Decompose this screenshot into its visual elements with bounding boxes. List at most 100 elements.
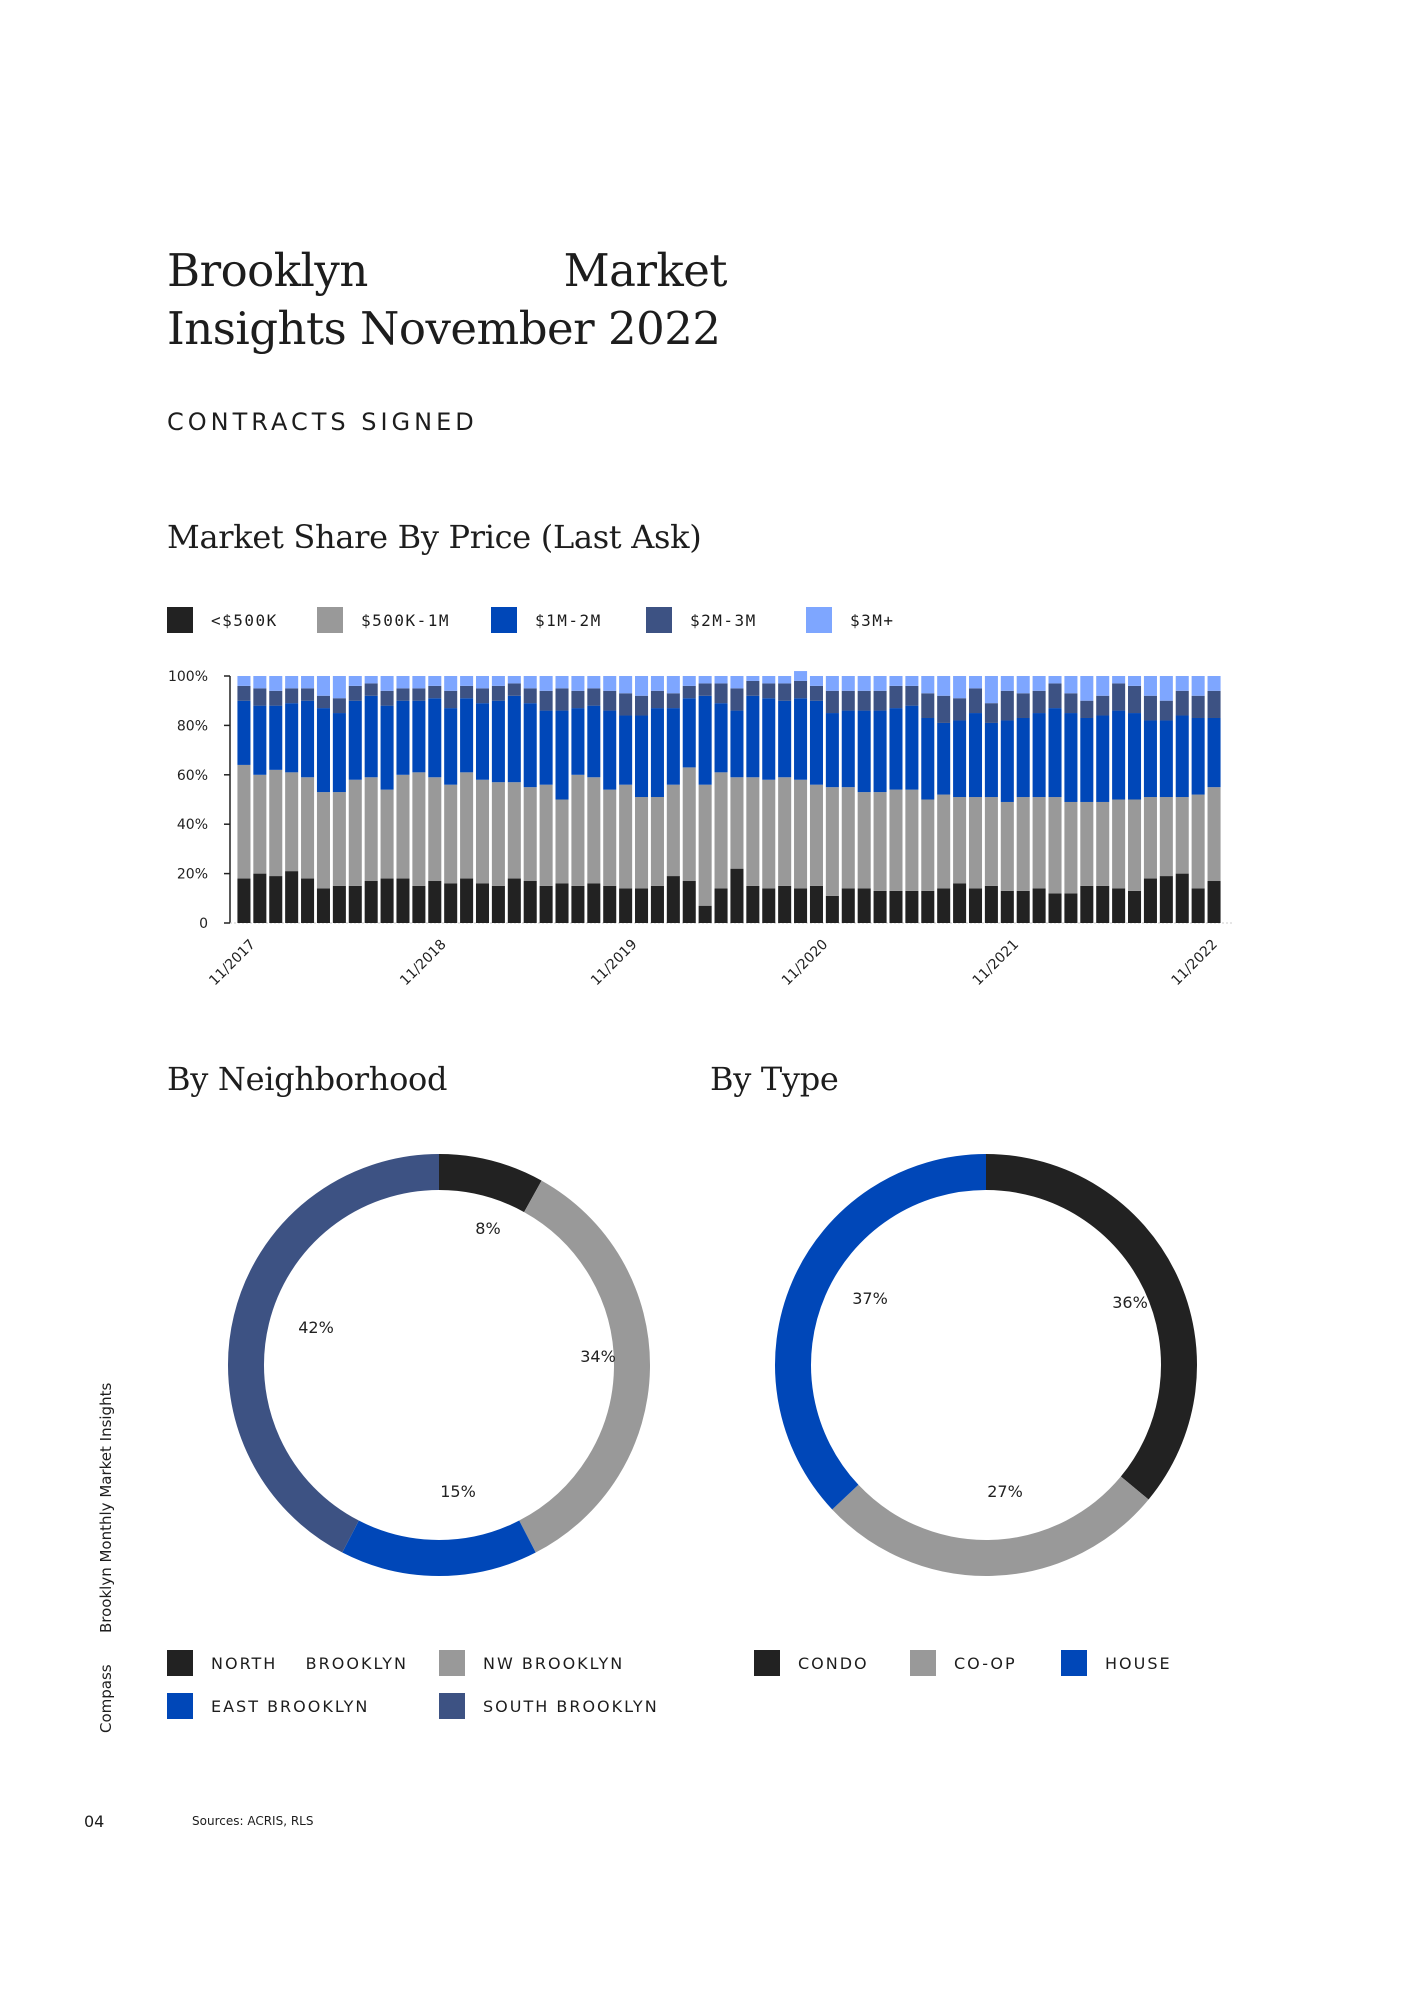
bar-segment: [889, 890, 903, 923]
bar-segment: [491, 700, 505, 783]
bar-segment: [603, 710, 617, 790]
bar-segment: [1143, 720, 1157, 798]
bar-segment: [444, 676, 458, 691]
donut-slice-label: 27%: [987, 1482, 1023, 1501]
title-line-2: Insights November 2022: [167, 302, 721, 355]
bar-segment: [619, 676, 633, 694]
bar-segment: [332, 885, 346, 923]
bar-segment: [650, 797, 664, 886]
legend-label-1m-2m: $1M-2M: [535, 610, 602, 630]
bar-segment: [1080, 801, 1094, 886]
side-brand: Compass: [97, 1664, 115, 1733]
bar-segment: [682, 767, 696, 882]
bar-segment: [968, 713, 983, 798]
bar-segment: [1207, 676, 1221, 691]
bar-segment: [714, 703, 728, 773]
legend-swatch-condo: [754, 1650, 780, 1676]
bar-segment: [571, 774, 585, 886]
y-tick-label: 100%: [168, 669, 208, 685]
donut-slice: [519, 1180, 650, 1553]
bar-segment: [603, 789, 617, 886]
donut-slice: [342, 1520, 536, 1576]
page-number: 04: [84, 1812, 105, 1831]
bar-segment: [1080, 717, 1094, 802]
bar-segment: [237, 700, 251, 765]
bar-segment: [889, 676, 903, 686]
sources-note: Sources: ACRIS, RLS: [192, 1814, 314, 1828]
bar-segment: [1175, 715, 1189, 798]
bar-segment: [794, 698, 808, 780]
bar-segment: [269, 876, 283, 923]
legend-item-nw-brooklyn: NW BROOKLYN: [439, 1650, 624, 1676]
donut-slice-label: 37%: [852, 1289, 888, 1308]
bar-segment: [857, 888, 871, 923]
bar-segment: [1159, 876, 1173, 923]
legend-swatch-2m-3m: [646, 607, 672, 633]
legend-item-1m-2m: $1M-2M: [491, 607, 602, 633]
bar-segment: [285, 772, 299, 872]
bar-segment: [1191, 695, 1205, 718]
bar-segment: [825, 690, 839, 714]
bar-segment: [968, 797, 983, 889]
donut-slice-label: 42%: [298, 1318, 334, 1337]
bar-segment: [1064, 801, 1078, 894]
side-publication: Brooklyn Monthly Market Insights: [97, 1382, 115, 1633]
bar-segment: [762, 698, 776, 780]
bar-segment: [587, 688, 601, 706]
bar-segment: [507, 878, 521, 923]
bar-segment: [953, 676, 967, 699]
bar-segment: [507, 683, 521, 696]
legend-item-condo: CONDO: [754, 1650, 869, 1676]
bar-segment: [873, 890, 887, 923]
bar-segment: [412, 885, 426, 923]
bar-segment: [682, 698, 696, 768]
bar-segment: [984, 797, 998, 886]
bar-segment: [873, 690, 887, 711]
bar-segment: [746, 676, 760, 681]
bar-segment: [269, 690, 283, 706]
bar-segment: [269, 676, 283, 691]
legend-label-east-brooklyn: EAST BROOKLYN: [211, 1696, 370, 1716]
bar-segment: [1032, 690, 1046, 714]
bar-segment: [253, 873, 267, 923]
legend-swatch-1m-2m: [491, 607, 517, 633]
bar-segment: [937, 888, 951, 923]
legend-swatch-south-brooklyn: [439, 1693, 465, 1719]
bar-segment: [237, 878, 251, 923]
bar-segment: [682, 676, 696, 686]
bar-segment: [1064, 676, 1078, 694]
donut-slice: [775, 1154, 987, 1510]
bar-segment: [841, 888, 855, 923]
y-tick-label: 20%: [177, 867, 208, 883]
legend-swatch-under-500k: [167, 607, 193, 633]
bar-segment: [1207, 881, 1221, 923]
bar-segment: [921, 693, 935, 718]
bar-segment: [396, 700, 410, 775]
bar-segment: [1048, 708, 1062, 798]
bar-segment: [428, 777, 442, 882]
bar-segment: [650, 885, 664, 923]
bar-segment: [682, 881, 696, 923]
bar-segment: [444, 708, 458, 785]
bar-segment: [396, 774, 410, 879]
bar-segment: [1048, 683, 1062, 709]
bar-segment: [698, 784, 712, 906]
bar-segment: [714, 888, 728, 923]
bar-segment: [460, 878, 474, 923]
bar-segment: [1159, 700, 1173, 721]
bar-segment: [364, 683, 378, 696]
bar-segment: [491, 685, 505, 701]
legend-swatch-co-op: [910, 1650, 936, 1676]
bar-segment: [635, 888, 649, 923]
legend-label-2m-3m: $2M-3M: [690, 610, 757, 630]
bar-segment: [841, 787, 855, 889]
bar-segment: [285, 871, 299, 923]
legend-swatch-house: [1061, 1650, 1087, 1676]
legend-swatch-east-brooklyn: [167, 1693, 193, 1719]
bar-segment: [1143, 797, 1157, 879]
bar-segment: [523, 676, 537, 689]
bar-segment: [1191, 717, 1205, 795]
bar-segment: [1207, 690, 1221, 718]
bar-segment: [316, 888, 330, 923]
bar-segment: [841, 710, 855, 788]
